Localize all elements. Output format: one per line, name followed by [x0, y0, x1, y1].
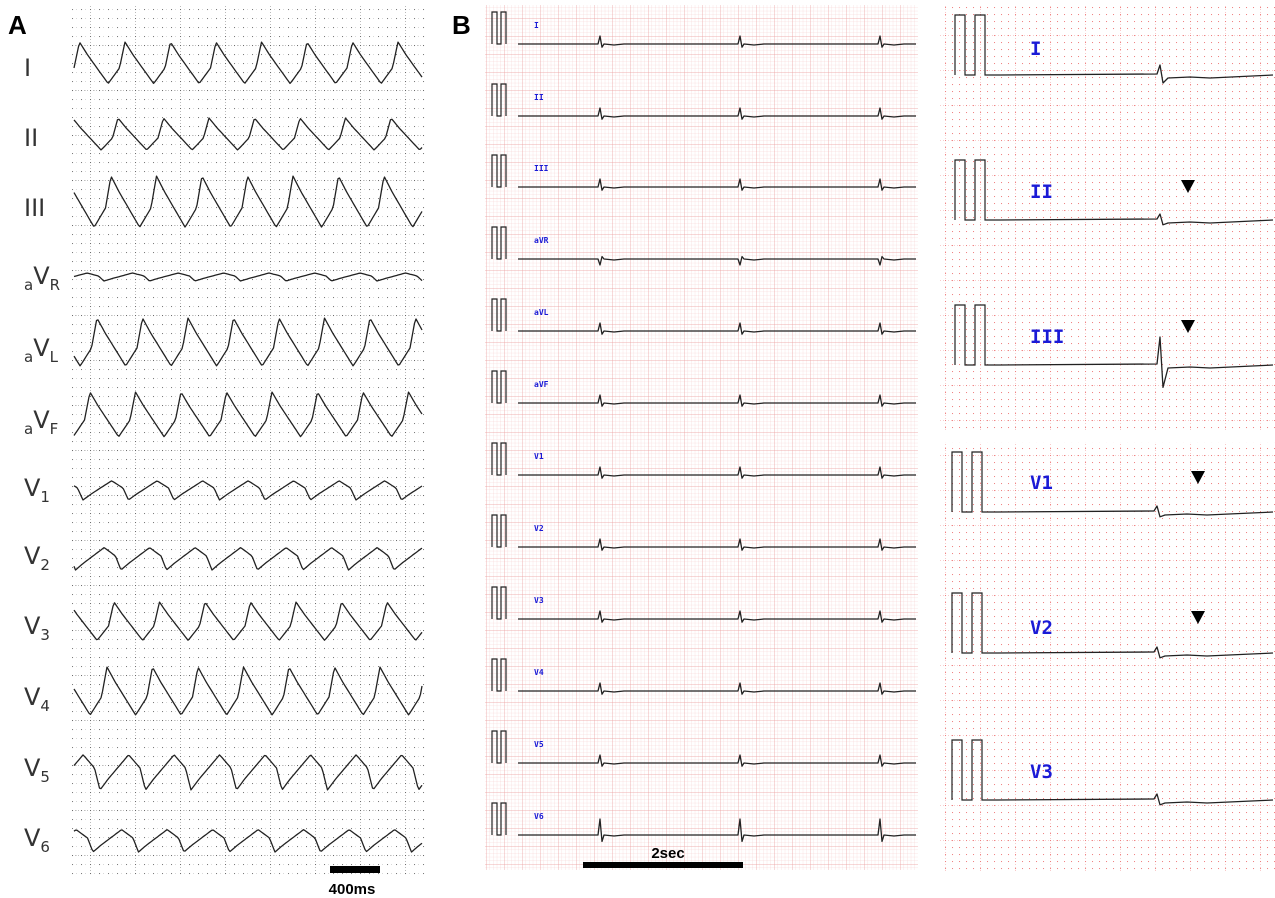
lead-label-sub: L — [50, 348, 59, 366]
lead-label: V6 — [534, 812, 544, 821]
lead-label: V3 — [24, 612, 50, 644]
scale-label: 400ms — [329, 881, 376, 898]
lead-label: aVF — [534, 380, 549, 389]
lead-label: III — [1030, 326, 1064, 348]
lead-label: V1 — [24, 474, 50, 506]
lead-label-sub: 6 — [40, 838, 50, 856]
lead-label-main: V — [24, 542, 41, 570]
lead-label-main: V — [24, 824, 41, 852]
scale-bar — [330, 866, 380, 873]
lead-label-main: V — [33, 262, 50, 290]
lead-label: V2 — [534, 524, 544, 533]
lead-label-main: V — [33, 334, 50, 362]
lead-label: V4 — [534, 668, 544, 677]
lead-label: II — [534, 93, 544, 102]
lead-label-sub: 2 — [40, 556, 50, 574]
lead-label: I — [534, 21, 539, 30]
figure: A 400ms B 2sec IIIIIIaVRaVLaVFV1V2V3V4V5… — [0, 0, 1275, 898]
lead-label: I — [24, 54, 31, 82]
ecg-grid — [940, 442, 1275, 872]
panel-label: B — [452, 10, 471, 40]
lead-label: V4 — [24, 683, 50, 715]
lead-label: II — [1030, 181, 1053, 203]
lead-label: V3 — [534, 596, 544, 605]
lead-label: V6 — [24, 824, 50, 856]
lead-label-prefix: a — [24, 348, 33, 366]
lead-label-main: V — [24, 683, 41, 711]
lead-label-main: V — [24, 754, 41, 782]
lead-label-sub: 4 — [40, 697, 50, 715]
lead-label-prefix: a — [24, 276, 33, 294]
lead-label: V3 — [1030, 761, 1053, 783]
lead-label-prefix: a — [24, 420, 33, 438]
scale-bar — [583, 862, 743, 868]
lead-label: aVL — [24, 334, 59, 366]
lead-label: aVR — [534, 236, 549, 245]
lead-label-sub: 1 — [40, 488, 50, 506]
lead-label-main: I — [24, 54, 31, 82]
ecg-grid — [72, 5, 425, 875]
lead-label: I — [1030, 38, 1041, 60]
lead-label-sub: F — [50, 420, 59, 438]
lead-label: aVL — [534, 308, 549, 317]
lead-label: V1 — [1030, 472, 1053, 494]
lead-label-sub: R — [50, 276, 60, 294]
panel-label: A — [8, 10, 27, 40]
ecg-grid — [940, 5, 1275, 432]
lead-label: V2 — [1030, 617, 1053, 639]
lead-label: V2 — [24, 542, 50, 574]
lead-label: III — [534, 164, 549, 173]
lead-label-main: III — [24, 194, 45, 222]
lead-label-sub: 5 — [40, 768, 50, 786]
lead-label-main: V — [33, 406, 50, 434]
ecg-grid — [485, 5, 918, 870]
lead-label-sub: 3 — [40, 626, 50, 644]
lead-label: III — [24, 194, 45, 222]
scale-label: 2sec — [651, 845, 684, 862]
lead-label: V5 — [24, 754, 50, 786]
lead-label-main: V — [24, 474, 41, 502]
lead-label-main: V — [24, 612, 41, 640]
lead-label-main: II — [24, 124, 38, 152]
lead-label: V1 — [534, 452, 544, 461]
lead-label: aVF — [24, 406, 58, 438]
lead-label: aVR — [24, 262, 60, 294]
lead-label: V5 — [534, 740, 544, 749]
lead-label: II — [24, 124, 38, 152]
